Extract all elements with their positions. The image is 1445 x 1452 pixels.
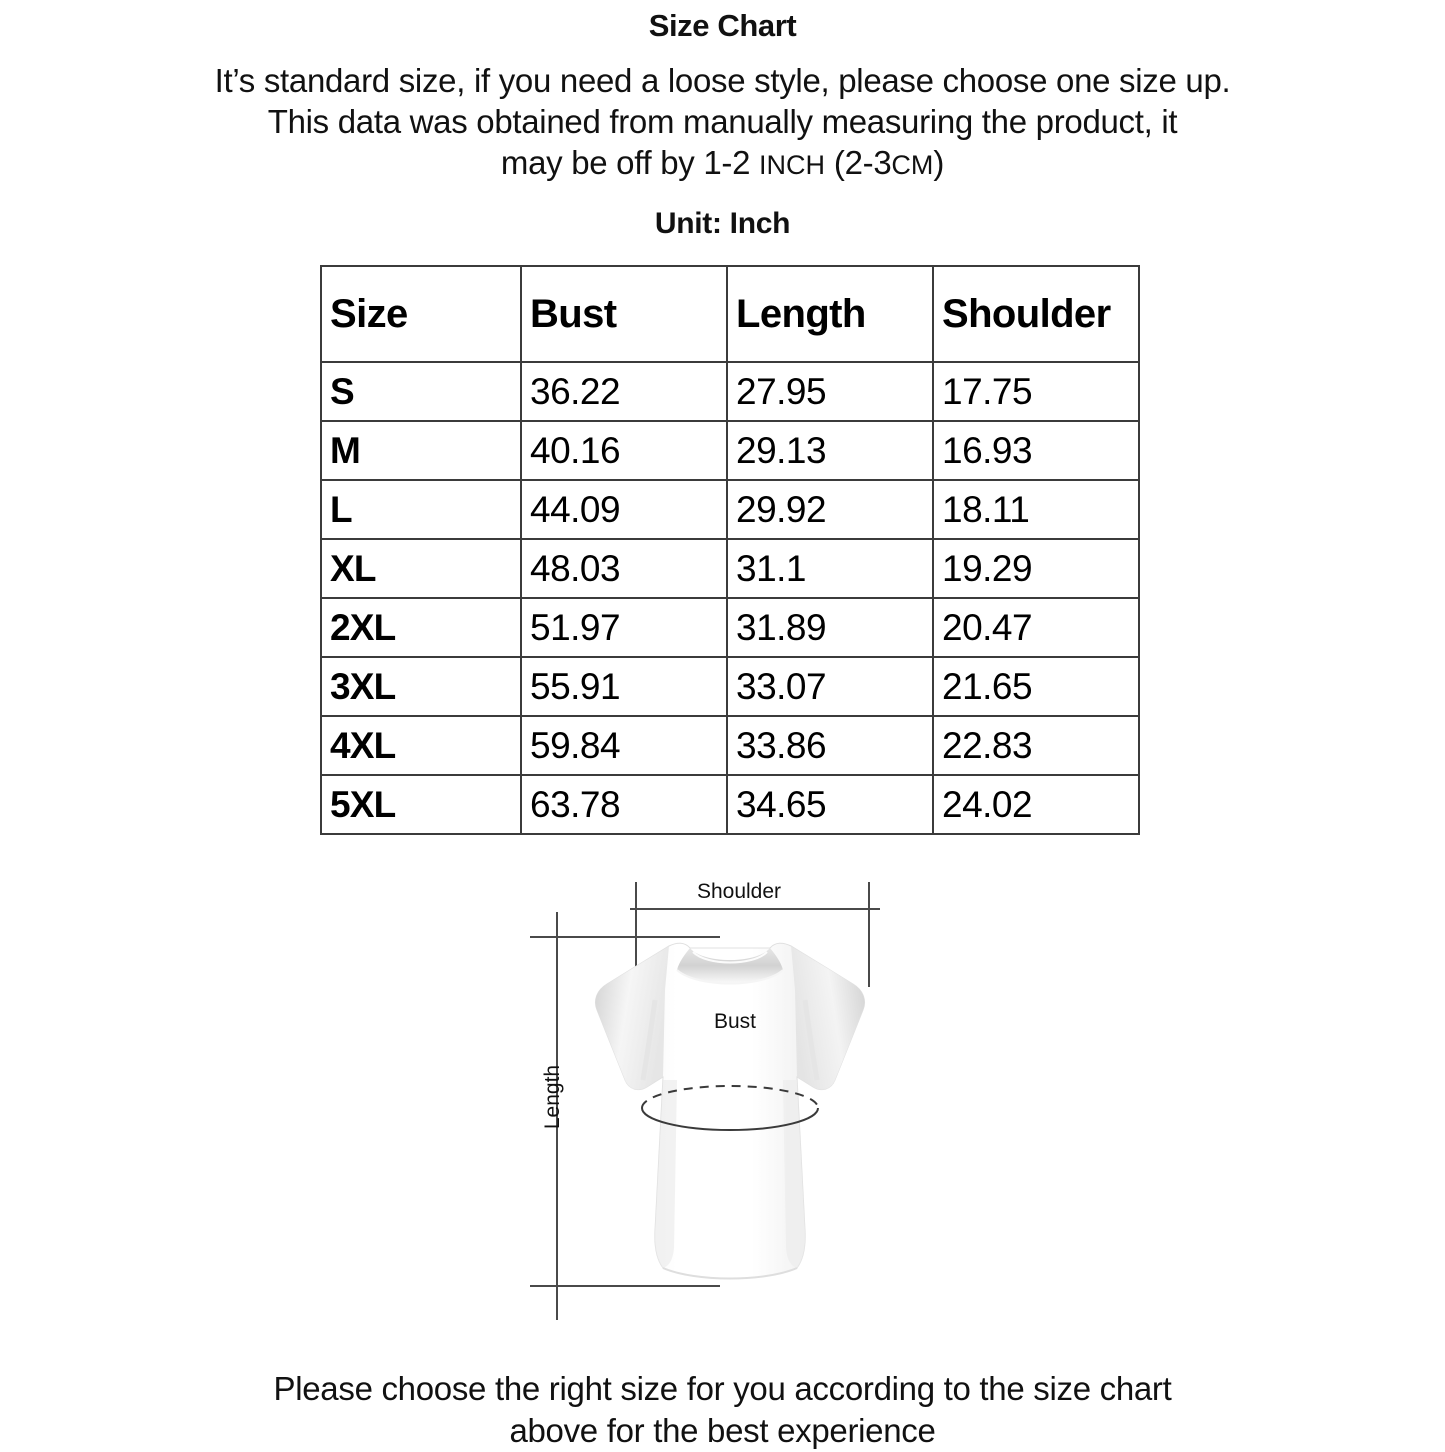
cell-bust: 55.91: [520, 656, 728, 717]
cell-size: 5XL: [320, 774, 522, 835]
column-header-bust: Bust: [520, 265, 728, 363]
cell-bust: 63.78: [520, 774, 728, 835]
cell-shoulder: 17.75: [932, 361, 1140, 422]
intro-line-2: This data was obtained from manually mea…: [267, 103, 1178, 140]
cell-bust: 44.09: [520, 479, 728, 540]
cell-shoulder: 19.29: [932, 538, 1140, 599]
cell-size: 2XL: [320, 597, 522, 658]
cell-size: 4XL: [320, 715, 522, 776]
intro-line-3: may be off by 1-2 INCH (2-3CM): [160, 142, 1285, 186]
cell-length: 31.89: [726, 597, 934, 658]
cell-shoulder: 18.11: [932, 479, 1140, 540]
column-header-size: Size: [320, 265, 522, 363]
intro-line-3-post: ): [933, 144, 945, 181]
cell-length: 33.86: [726, 715, 934, 776]
cell-length: 27.95: [726, 361, 934, 422]
table-row: XL 48.03 31.1 19.29: [320, 538, 1140, 599]
table-row: 4XL 59.84 33.86 22.83: [320, 715, 1140, 776]
cell-size: XL: [320, 538, 522, 599]
shoulder-tick-right: [868, 882, 870, 987]
table-row: L 44.09 29.92 18.11: [320, 479, 1140, 540]
measurement-diagram: Shoulder: [530, 870, 930, 1340]
length-guide-line: [556, 912, 558, 1320]
footer-line-2: above for the best experience: [509, 1412, 936, 1449]
footer-line-1: Please choose the right size for you acc…: [273, 1370, 1172, 1407]
footer-text: Please choose the right size for you acc…: [160, 1368, 1285, 1452]
tshirt-illustration: [594, 942, 866, 1280]
intro-unit-cm: CM: [891, 150, 934, 180]
cell-shoulder: 21.65: [932, 656, 1140, 717]
cell-bust: 40.16: [520, 420, 728, 481]
table-row: M 40.16 29.13 16.93: [320, 420, 1140, 481]
cell-bust: 36.22: [520, 361, 728, 422]
cell-length: 29.92: [726, 479, 934, 540]
shoulder-label: Shoulder: [650, 880, 828, 904]
cell-size: S: [320, 361, 522, 422]
cell-length: 31.1: [726, 538, 934, 599]
intro-line-3-pre: may be off by 1-2: [500, 144, 760, 181]
shoulder-guide-line: [630, 908, 880, 910]
cell-bust: 48.03: [520, 538, 728, 599]
table-row: 2XL 51.97 31.89 20.47: [320, 597, 1140, 658]
cell-size: 3XL: [320, 656, 522, 717]
column-header-length: Length: [726, 265, 934, 363]
page-title: Size Chart: [648, 8, 797, 43]
cell-length: 29.13: [726, 420, 934, 481]
unit-label: Unit: Inch: [654, 207, 791, 240]
table-row: S 36.22 27.95 17.75: [320, 361, 1140, 422]
cell-size: M: [320, 420, 522, 481]
cell-shoulder: 24.02: [932, 774, 1140, 835]
column-header-shoulder: Shoulder: [932, 265, 1140, 363]
size-table: Size Bust Length Shoulder S 36.22 27.95 …: [320, 265, 1140, 835]
cell-shoulder: 20.47: [932, 597, 1140, 658]
intro-text: It’s standard size, if you need a loose …: [160, 60, 1285, 186]
length-label: Length: [541, 1064, 564, 1130]
intro-line-1: It’s standard size, if you need a loose …: [214, 62, 1231, 99]
cell-shoulder: 22.83: [932, 715, 1140, 776]
length-tick-top: [530, 936, 720, 938]
cell-bust: 59.84: [520, 715, 728, 776]
intro-line-3-mid: (2-3: [825, 144, 892, 181]
table-row: 3XL 55.91 33.07 21.65: [320, 656, 1140, 717]
table-header-row: Size Bust Length Shoulder: [320, 265, 1140, 363]
size-table-container: Size Bust Length Shoulder S 36.22 27.95 …: [320, 265, 1140, 835]
length-tick-bottom: [530, 1285, 720, 1287]
intro-unit-inch: INCH: [759, 150, 826, 180]
table-row: 5XL 63.78 34.65 24.02: [320, 774, 1140, 835]
cell-length: 33.07: [726, 656, 934, 717]
cell-size: L: [320, 479, 522, 540]
cell-length: 34.65: [726, 774, 934, 835]
cell-bust: 51.97: [520, 597, 728, 658]
shoulder-tick-left: [635, 882, 637, 987]
bust-label: Bust: [713, 1010, 757, 1033]
cell-shoulder: 16.93: [932, 420, 1140, 481]
